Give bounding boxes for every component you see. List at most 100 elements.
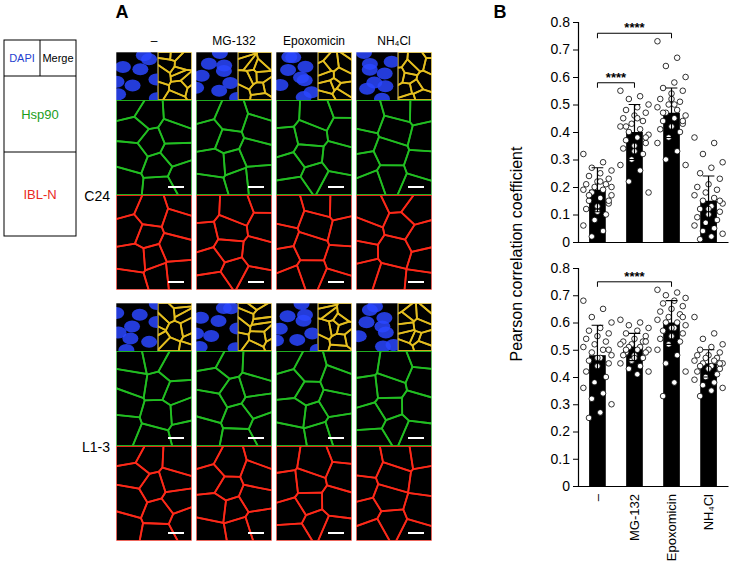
cell-outline (332, 88, 352, 100)
cell-outline (141, 498, 173, 524)
data-point (663, 320, 669, 326)
data-point (581, 223, 587, 229)
cell-outline (216, 351, 244, 379)
data-point (637, 168, 643, 174)
key-label: IBL-N (23, 187, 56, 202)
cell-outline (245, 508, 272, 541)
data-point (717, 366, 723, 372)
data-point (626, 129, 632, 135)
data-point (618, 342, 624, 348)
micrograph-bg (356, 100, 432, 195)
data-point (646, 325, 652, 331)
cell-outline (243, 446, 272, 469)
cell-outline (405, 269, 432, 290)
data-point (606, 347, 612, 353)
tick: 0.2 (551, 423, 578, 439)
cell-outline (163, 90, 187, 100)
scale-bar (168, 186, 184, 188)
bar (626, 347, 643, 486)
tick-mark (573, 22, 578, 23)
cell-outline (398, 339, 414, 351)
nucleus (285, 52, 301, 63)
key-divider (4, 152, 76, 153)
nucleus (386, 339, 398, 351)
micrograph (116, 100, 192, 195)
data-point (657, 309, 663, 315)
data-point (634, 371, 640, 377)
nucleus (201, 58, 217, 70)
data-point (655, 287, 661, 293)
data-point (581, 344, 587, 350)
micrograph (276, 52, 318, 100)
nucleus (148, 316, 157, 328)
scale-bar (408, 437, 424, 439)
micrograph (196, 52, 238, 100)
data-point (643, 339, 649, 345)
tick: 0.4 (551, 124, 578, 140)
data-point (600, 187, 606, 193)
cell-outline (375, 373, 407, 398)
nucleus (229, 323, 237, 335)
nucleus (377, 68, 393, 80)
cell-outline (356, 475, 378, 502)
data-point (643, 350, 649, 356)
nucleus (196, 82, 204, 94)
micrograph (116, 195, 192, 290)
tick-label: 0.7 (551, 287, 571, 303)
data-point (683, 162, 689, 168)
tick-mark (573, 432, 578, 433)
data-point (717, 198, 723, 204)
nucleus (149, 92, 158, 100)
panel-letter: B (494, 2, 507, 22)
marks (581, 287, 726, 486)
data-point (618, 124, 624, 130)
data-point (606, 176, 612, 182)
tick-label: 0 (562, 478, 570, 494)
tick-mark (573, 132, 578, 133)
axis-title: Pearson correlation coefficient (508, 146, 525, 361)
cell-outline (249, 412, 272, 446)
micrograph-bg (238, 52, 272, 100)
data-point (697, 347, 703, 353)
column-header: MG-132 (212, 34, 256, 48)
tick: Epoxomicin (664, 494, 679, 561)
nucleus (211, 85, 227, 97)
tick: 0.4 (551, 369, 578, 385)
nucleus (196, 341, 208, 351)
bar (663, 323, 680, 487)
data-point (709, 344, 715, 350)
data-point (674, 55, 680, 61)
data-point (677, 99, 683, 105)
micrograph-bg (196, 195, 272, 290)
cell-outline (140, 400, 172, 430)
error-bar (592, 168, 604, 212)
data-point (697, 363, 703, 369)
cell-outline (116, 244, 145, 273)
tick-label: 0.1 (551, 206, 571, 222)
tick: MG-132 (627, 494, 642, 541)
cell-outline (294, 120, 328, 146)
data-point (717, 361, 723, 367)
micrograph (356, 52, 398, 100)
data-point (683, 322, 689, 328)
data-point (677, 339, 683, 345)
cell-outline (318, 318, 332, 339)
tick-label: 0.2 (551, 179, 571, 195)
micrograph (238, 52, 272, 100)
cell-outline (116, 415, 142, 446)
cell-outline (356, 129, 379, 154)
cell-outline (196, 149, 225, 178)
marks (581, 38, 726, 242)
data-point (660, 110, 666, 116)
micrograph-bg (356, 351, 432, 446)
nucleus (297, 61, 313, 73)
micrograph (356, 446, 432, 541)
axis-line (573, 23, 579, 243)
nucleus (359, 83, 375, 95)
cell-outline (196, 119, 222, 152)
data-point (674, 290, 680, 296)
key-label: Hsp90 (21, 107, 59, 122)
data-point (714, 371, 720, 377)
nucleus (304, 86, 318, 98)
figure: A–MG-132EpoxomicinNH₄ClDAPIMergeHsp90IBL… (0, 0, 743, 573)
